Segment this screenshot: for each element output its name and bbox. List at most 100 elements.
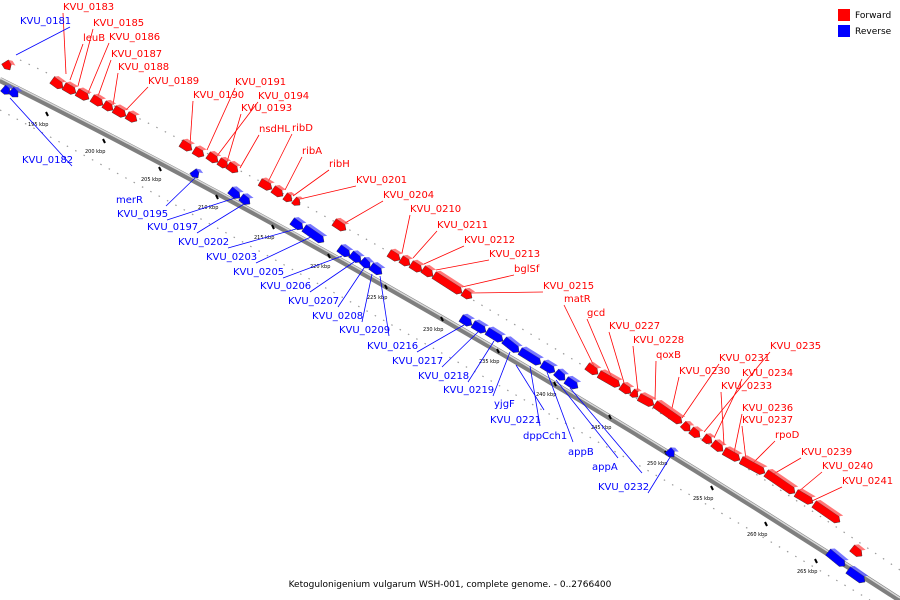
- tick-label: 200 kbp: [85, 149, 105, 155]
- reverse-gene-arrow: [470, 319, 489, 334]
- gene-label: KVU_0203: [206, 252, 257, 263]
- reverse-gene-arrow: [238, 193, 254, 205]
- gene-label: KVU_0188: [118, 62, 169, 73]
- leader-line: [423, 245, 465, 265]
- gene-label: matR: [564, 294, 591, 305]
- gene-label: KVU_0187: [111, 49, 162, 60]
- reverse-gene-arrow: [539, 359, 558, 374]
- forward-gene-arrow: [738, 455, 768, 475]
- leader-line: [189, 100, 194, 146]
- leader-line: [720, 391, 725, 446]
- reverse-gene-arrow: [336, 244, 354, 258]
- gene-label: KVU_0209: [339, 325, 390, 336]
- legend-reverse-label: Reverse: [855, 27, 892, 37]
- gene-label: KVU_0210: [410, 204, 461, 215]
- tick-mark: [327, 253, 331, 259]
- leader-line: [196, 203, 245, 234]
- gene-label: KVU_0227: [609, 321, 660, 332]
- tick-label: 250 kbp: [647, 461, 667, 467]
- leader-line: [713, 378, 743, 439]
- leader-line: [608, 331, 626, 387]
- gene-label: KVU_0240: [822, 461, 873, 472]
- leader-line: [69, 43, 84, 81]
- reverse-gene-arrow: [563, 375, 582, 390]
- gene-label: KVU_0193: [241, 103, 292, 114]
- reverse-gene-arrow: [664, 447, 679, 458]
- forward-gene-arrow: [679, 420, 695, 432]
- reverse-gene-arrow: [358, 256, 375, 269]
- leader-line: [9, 97, 73, 167]
- leader-line: [267, 133, 293, 183]
- gene-arrows: [0, 59, 869, 584]
- tick-label: 255 kbp: [693, 496, 713, 502]
- gene-label: leuB: [83, 33, 105, 44]
- gene-label: dppCch1: [523, 431, 567, 442]
- leader-line: [226, 113, 242, 163]
- gene-label: appA: [592, 462, 618, 473]
- gene-label: KVU_0206: [260, 281, 311, 292]
- leader-line: [87, 42, 110, 94]
- legend-forward-label: Forward: [855, 11, 891, 21]
- gene-label: rpoD: [775, 430, 800, 441]
- gene-label: KVU_0235: [770, 341, 821, 352]
- leader-line: [337, 267, 365, 308]
- leader-line: [401, 214, 411, 254]
- forward-gene-arrow: [74, 87, 92, 101]
- legend-forward-swatch: [838, 9, 850, 21]
- reverse-gene-arrow: [825, 548, 849, 567]
- gene-label: KVU_0186: [109, 32, 160, 43]
- forward-gene-arrow: [101, 99, 117, 112]
- tick-mark: [440, 316, 444, 322]
- leader-lines: [9, 12, 843, 502]
- genome-backbone: [0, 77, 900, 600]
- gene-label: qoxB: [656, 350, 681, 361]
- leader-line: [569, 387, 643, 474]
- gene-label: KVU_0182: [22, 155, 73, 166]
- leader-line: [546, 371, 574, 443]
- forward-gene-arrow: [596, 369, 623, 388]
- forward-gene-arrow: [331, 217, 350, 232]
- leader-line: [515, 364, 545, 411]
- forward-gene-arrow: [178, 138, 195, 152]
- leader-line: [292, 169, 330, 197]
- gene-label: KVU_0237: [742, 415, 793, 426]
- gene-label: KVU_0230: [679, 366, 730, 377]
- gene-label: KVU_0217: [392, 356, 443, 367]
- leader-line: [671, 376, 680, 409]
- gene-label: KVU_0211: [437, 220, 488, 231]
- reverse-gene-arrow: [517, 346, 544, 366]
- forward-gene-arrow: [205, 150, 222, 164]
- gene-label: KVU_0241: [842, 476, 893, 487]
- gene-label: KVU_0216: [367, 341, 418, 352]
- gene-label: ribD: [292, 123, 313, 134]
- forward-gene-arrow: [652, 400, 686, 425]
- leader-line: [811, 486, 843, 502]
- tick-label: 240 kbp: [536, 392, 556, 398]
- ruler-lines: [0, 59, 900, 600]
- gene-label: KVU_0204: [383, 190, 434, 201]
- leader-line: [529, 365, 541, 427]
- leader-line: [255, 235, 314, 264]
- reverse-gene-arrow: [845, 566, 869, 584]
- leader-line: [379, 275, 390, 337]
- gene-label: KVU_0236: [742, 403, 793, 414]
- leader-line: [469, 291, 544, 294]
- forward-gene-arrow: [398, 254, 414, 267]
- legend-reverse-swatch: [838, 25, 850, 37]
- gene-label: KVU_0218: [418, 371, 469, 382]
- forward-gene-arrow: [282, 192, 296, 203]
- gene-label: KVU_0189: [148, 76, 199, 87]
- gene-label: KVU_0183: [63, 2, 114, 13]
- leader-line: [416, 324, 465, 353]
- leader-line: [412, 230, 438, 259]
- leader-line: [555, 379, 619, 459]
- leader-line: [282, 255, 343, 279]
- tick-mark: [496, 348, 500, 354]
- gene-label: nsdHL: [259, 124, 290, 135]
- gene-label: KVU_0181: [20, 16, 71, 27]
- tick-mark: [710, 485, 714, 491]
- leader-line: [467, 340, 495, 383]
- forward-gene-arrow: [270, 184, 287, 198]
- forward-gene-arrow: [618, 381, 635, 395]
